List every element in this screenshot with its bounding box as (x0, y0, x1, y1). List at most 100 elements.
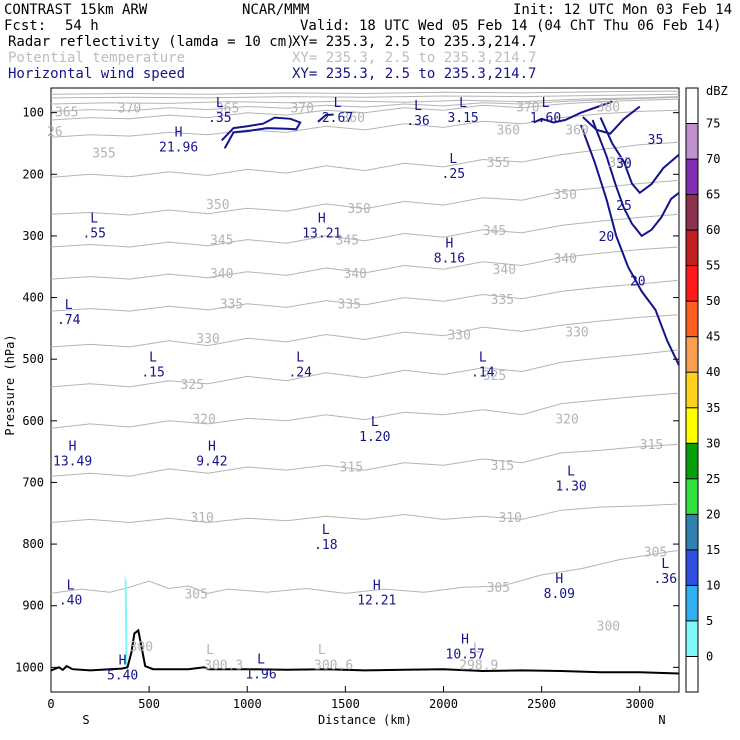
theta-label: 335 (338, 298, 361, 313)
y-tick-label: 300 (22, 229, 44, 243)
theta-label: 310 (190, 511, 213, 526)
wind-contour-0 (220, 116, 302, 149)
fcst-label: Fcst: (4, 18, 46, 34)
theta-label: 350 (206, 198, 229, 213)
wind-label: 35 (648, 133, 664, 148)
theta-label: 300.6 (314, 658, 353, 673)
wind-label: 25 (616, 199, 632, 214)
field-theta-label: Potential temperature (8, 50, 185, 66)
colorbar-swatch (686, 407, 698, 444)
extremum-value: .40 (59, 593, 82, 608)
theta-label: 360 (565, 123, 588, 138)
theta-contour-370 (50, 96, 680, 112)
extremum-value: 8.16 (434, 251, 465, 266)
extremum-type: L (371, 415, 379, 430)
echo-column (124, 574, 128, 668)
theta-label: 330 (447, 329, 470, 344)
colorbar-label: 20 (706, 507, 720, 521)
extremum-type: H (555, 572, 563, 587)
theta-label: 345 (210, 234, 233, 249)
extremum-value: 13.49 (53, 455, 92, 470)
y-tick-label: 1000 (15, 660, 44, 674)
colorbar-label: 5 (706, 614, 713, 628)
wind-label: 20 (599, 230, 615, 245)
colorbar-swatch (686, 159, 698, 195)
colorbar-label: 65 (706, 188, 720, 202)
theta-label: 345 (483, 224, 506, 239)
theta-label: 26 (47, 125, 63, 140)
theta-label: 315 (340, 460, 363, 475)
contour-labels: 365 370 365 370 360 370 380 360 360 26 355 355 355 35… (47, 101, 667, 674)
extremum-type: H (445, 236, 453, 251)
extremum-type: L (90, 212, 98, 227)
extremum-value: 1.20 (359, 430, 390, 445)
theta-label: 360 (341, 111, 364, 126)
extremum-type: H (208, 440, 216, 455)
colorbar-swatch (686, 265, 698, 302)
colorbar-label: 40 (706, 365, 720, 379)
theta-label: L (206, 643, 214, 658)
extremum-type: H (461, 633, 469, 648)
colorbar-swatch (686, 336, 698, 373)
fcst-value: 54 h (65, 18, 99, 34)
extrema-markers: L.35L2.67L.36L3.15L1.60H21.96L.25L.55H13… (53, 96, 677, 684)
extremum-type: L (661, 557, 669, 572)
theta-label: 320 (555, 412, 578, 427)
theta-contour-16 (50, 90, 680, 95)
extremum-value: .55 (82, 227, 105, 242)
colorbar-unit: dBZ (706, 84, 728, 98)
theta-contours (50, 90, 680, 594)
theta-contour-355 (50, 141, 680, 178)
theta-contour-305 (50, 549, 680, 594)
extremum-type: L (567, 464, 575, 479)
field-theta-xy: XY= 235.3, 2.5 to 235.3,214.7 (292, 50, 536, 66)
extremum-value: 1.96 (245, 667, 276, 682)
extremum-value: 10.57 (446, 648, 485, 663)
theta-contour-330 (50, 314, 680, 348)
org-label: NCAR/MMM (242, 2, 309, 18)
y-tick-label: 400 (22, 291, 44, 305)
y-axis: 100 200 300 400 500 600 700 800 900 1000 (15, 106, 679, 674)
extremum-type: L (414, 99, 422, 114)
colorbar-label: 45 (706, 330, 720, 344)
colorbar-frame (685, 87, 699, 693)
colorbar-label: 55 (706, 259, 720, 273)
x-right-end-label: N (658, 713, 665, 727)
extremum-value: .14 (471, 365, 495, 380)
theta-label: 345 (336, 234, 359, 249)
colorbar-label: 30 (706, 436, 720, 450)
theta-label: L (318, 643, 326, 658)
extremum-value: 13.21 (302, 227, 341, 242)
extremum-type: L (257, 652, 265, 667)
extremum-value: 5.40 (107, 669, 138, 684)
wind-contour-1 (317, 113, 334, 123)
theta-label: 305 (644, 546, 667, 561)
y-tick-label: 200 (22, 167, 44, 181)
theta-label: 355 (608, 156, 631, 171)
colorbar-label: 50 (706, 294, 720, 308)
theta-contour-320 (50, 392, 680, 429)
colorbar-label: 75 (706, 117, 720, 131)
theta-label: 300 (597, 619, 620, 634)
extremum-type: H (175, 125, 183, 140)
theta-label: 370 (290, 102, 313, 117)
extremum-value: 3.15 (447, 111, 478, 126)
colorbar-swatch (686, 230, 698, 266)
field-reflectivity-label: Radar reflectivity (lamda = 10 cm) (8, 34, 295, 50)
colorbar-label: 15 (706, 543, 720, 557)
y-tick-label: 800 (22, 537, 44, 551)
extremum-type: H (373, 578, 381, 593)
extremum-value: 1.30 (555, 479, 586, 494)
y-tick-label: 100 (22, 106, 44, 120)
theta-label: 350 (553, 188, 576, 203)
extremum-value: 12.21 (357, 593, 396, 608)
theta-label: 365 (55, 105, 78, 120)
colorbar-label: 0 (706, 650, 713, 664)
extremum-value: .25 (442, 167, 465, 182)
x-tick-label: 3000 (625, 697, 654, 711)
theta-contour-325 (50, 349, 680, 388)
theta-label: 350 (347, 202, 370, 217)
wind-contour-2 (533, 100, 613, 124)
colorbar-swatch (686, 585, 698, 621)
